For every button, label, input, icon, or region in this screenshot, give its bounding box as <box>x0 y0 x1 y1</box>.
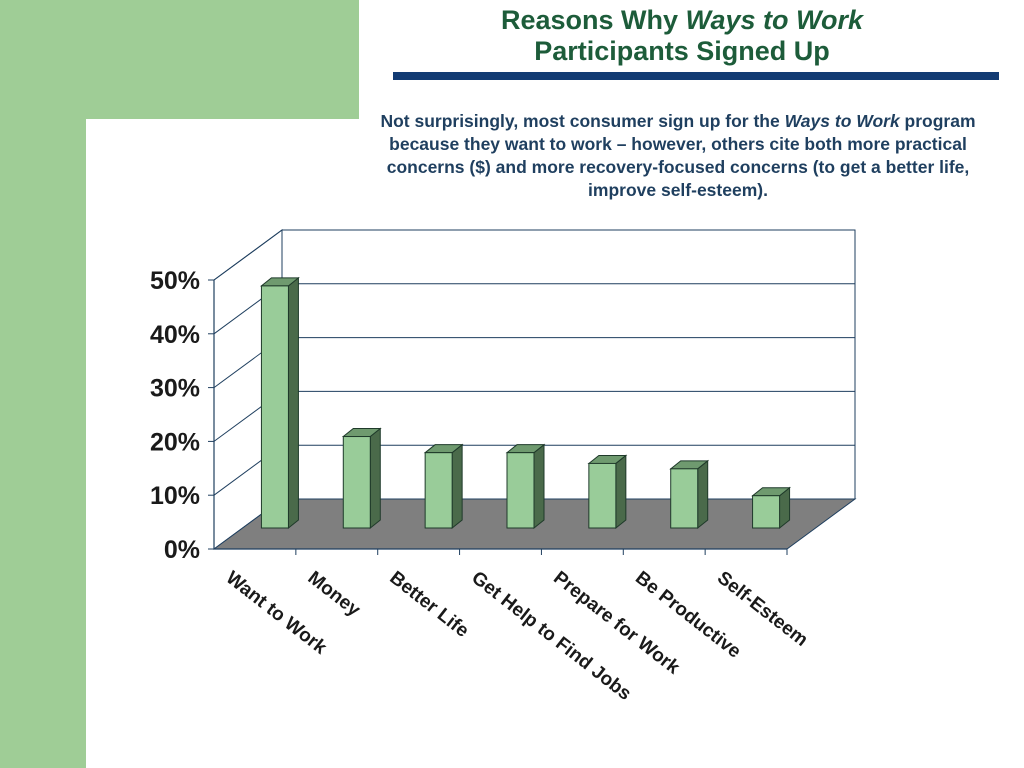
bar <box>670 468 699 529</box>
gridline-side <box>213 229 283 281</box>
x-tick-label: Get Help to Find Jobs <box>467 567 635 704</box>
x-tick-label: Money <box>304 567 365 621</box>
y-tick-label: 50% <box>150 267 200 295</box>
title-prefix: Reasons Why <box>500 5 686 35</box>
title-line-2: Participants Signed Up <box>534 36 830 66</box>
bar <box>588 462 617 529</box>
y-tick-label: 20% <box>150 428 200 456</box>
bar-side <box>697 459 709 530</box>
bar <box>752 495 781 529</box>
subtitle-emphasis: Ways to Work <box>784 111 900 131</box>
x-tick-label: Better Life <box>386 567 473 641</box>
bar-side <box>369 427 381 530</box>
slide-title: Reasons Why Ways to Work Participants Si… <box>359 5 1005 67</box>
title-line-1: Reasons Why Ways to Work <box>359 5 1005 36</box>
bar-side <box>287 276 299 530</box>
bar-side <box>615 454 627 530</box>
bar <box>260 285 289 529</box>
slide-subtitle: Not surprisingly, most consumer sign up … <box>368 110 988 202</box>
title-rule <box>393 72 999 80</box>
green-band-left <box>0 0 86 768</box>
bar <box>424 452 453 529</box>
subtitle-part-1: Not surprisingly, most consumer sign up … <box>380 111 785 131</box>
y-tick-label: 30% <box>150 375 200 403</box>
bar <box>506 452 535 529</box>
bar-side <box>533 443 545 530</box>
bar <box>342 436 371 529</box>
y-tick-label: 40% <box>150 321 200 349</box>
bar-side <box>451 443 463 530</box>
y-tick-label: 0% <box>164 536 200 564</box>
title-emphasis: Ways to Work <box>685 5 864 35</box>
y-tick-label: 10% <box>150 482 200 510</box>
subtitle-part-2: program because they want to work – howe… <box>386 111 976 200</box>
